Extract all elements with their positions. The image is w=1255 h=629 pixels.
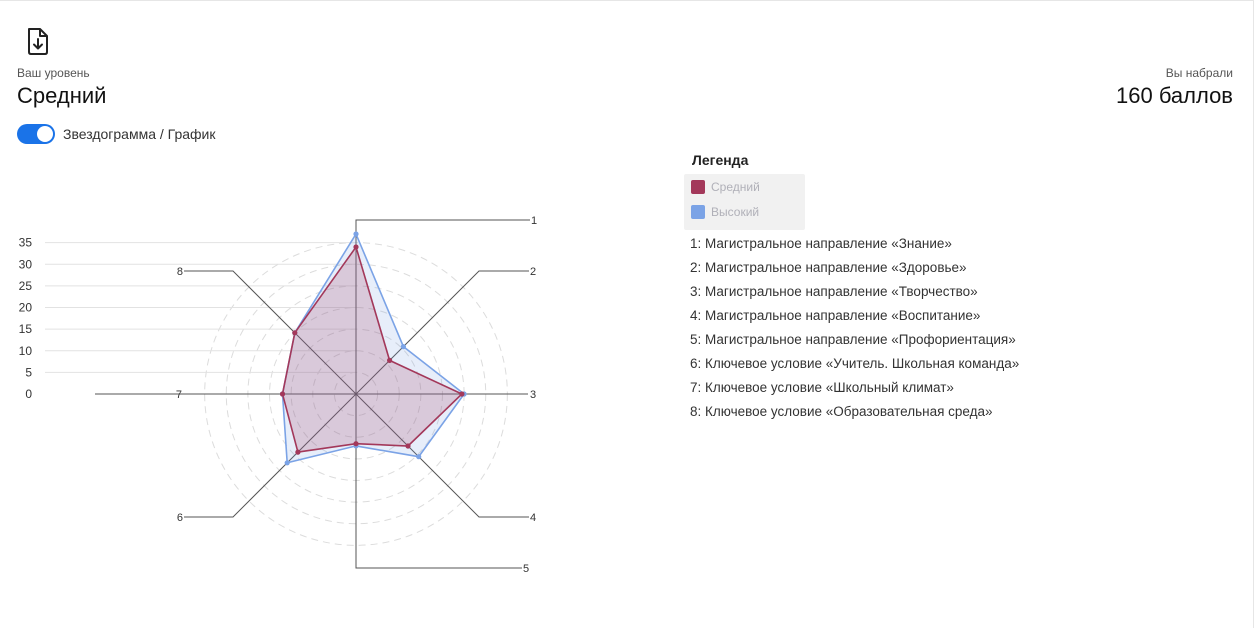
data-point-medium-4 [405, 443, 411, 449]
legend-swatch-medium [691, 179, 705, 194]
legend-item-high[interactable]: Высокий [684, 199, 805, 224]
score-value: 160 баллов [1116, 83, 1233, 108]
axis-spoke-6 [184, 393, 357, 518]
data-point-high-4 [416, 454, 422, 460]
axis-description-4: 4: Магистральное направление «Воспитание… [690, 308, 981, 323]
legend-swatch-high [691, 204, 705, 219]
axis-label-1: 1 [531, 215, 537, 227]
download-button[interactable] [24, 26, 52, 56]
legend-item-medium[interactable]: Средний [684, 174, 805, 199]
axis-description-7: 7: Ключевое условие «Школьный климат» [690, 380, 954, 395]
axis-label-4: 4 [530, 512, 536, 524]
data-point-medium-6 [295, 449, 301, 455]
data-point-medium-7 [279, 391, 286, 397]
view-toggle-row: Звездограмма / График [17, 124, 216, 144]
axis-label-2: 2 [530, 266, 536, 278]
data-point-medium-8 [292, 330, 298, 336]
axis-description-6: 6: Ключевое условие «Учитель. Школьная к… [690, 356, 1020, 371]
scale-tick-label-25: 25 [19, 279, 33, 293]
axis-label-3: 3 [530, 389, 536, 401]
level-value: Средний [17, 83, 107, 108]
legend-label-medium: Средний [711, 179, 760, 194]
view-toggle-switch[interactable] [17, 124, 55, 144]
data-point-medium-1 [353, 244, 359, 250]
axis-description-3: 3: Магистральное направление «Творчество… [690, 284, 978, 299]
data-point-medium-3 [459, 391, 465, 397]
axes-description-list: 1: Магистральное направление «Знание» 2:… [690, 233, 1019, 425]
legend-title: Легенда [692, 152, 749, 168]
level-caption: Ваш уровень [17, 66, 90, 80]
axis-spoke-1 [355, 219, 530, 394]
axis-description-8: 8: Ключевое условие «Образовательная сре… [690, 404, 993, 419]
axis-spoke-8 [184, 270, 357, 395]
score-caption: Вы набрали [1165, 66, 1233, 80]
scale-tick-label-5: 5 [25, 365, 32, 379]
axis-description-2: 2: Магистральное направление «Здоровье» [690, 260, 967, 275]
data-point-high-1 [353, 231, 359, 237]
scale-tick-label-30: 30 [19, 257, 33, 271]
view-toggle-label: Звездограмма / График [63, 126, 216, 142]
data-point-medium-2 [387, 357, 393, 363]
scale-tick-label-35: 35 [19, 236, 33, 250]
data-point-medium-5 [353, 441, 359, 447]
scale-tick-label-20: 20 [19, 301, 33, 315]
axis-label-7: 7 [176, 389, 182, 401]
axis-spoke-5 [355, 394, 522, 569]
scale-tick-label-10: 10 [19, 344, 33, 358]
axis-description-5: 5: Магистральное направление «Профориент… [690, 332, 1016, 347]
axis-spoke-4 [355, 393, 529, 518]
scale-tick-label-0: 0 [25, 387, 32, 401]
axis-label-6: 6 [177, 512, 183, 524]
toggle-knob [37, 126, 53, 142]
data-point-high-2 [400, 344, 406, 350]
axis-spoke-2 [355, 270, 529, 395]
legend-label-high: Высокий [711, 204, 760, 219]
axis-label-5: 5 [523, 563, 529, 575]
data-point-high-6 [284, 460, 290, 466]
legend-box: Средний Высокий [684, 174, 805, 230]
file-download-icon [28, 28, 48, 55]
axis-label-8: 8 [177, 266, 183, 278]
scale-tick-label-15: 15 [19, 322, 33, 336]
radar-chart: 0 5 10 15 20 25 30 35 1 2 3 4 5 6 7 8 [19, 215, 537, 575]
axis-description-1: 1: Магистральное направление «Знание» [690, 236, 952, 251]
